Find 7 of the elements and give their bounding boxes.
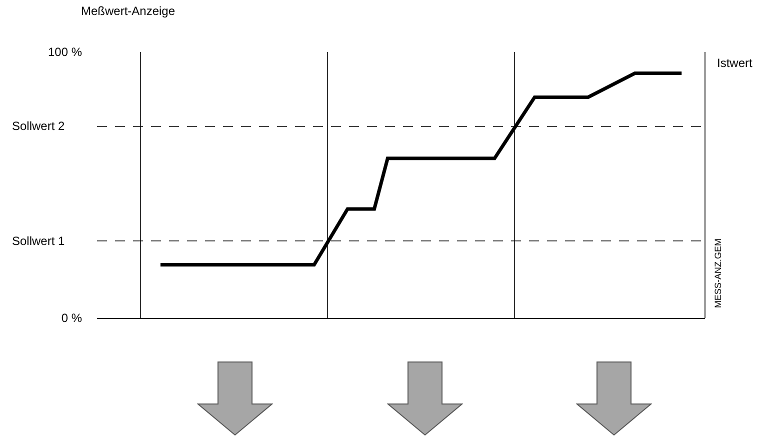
y-tick-label: 100 % xyxy=(48,45,82,60)
y-tick-label: 0 % xyxy=(61,311,82,326)
text: Istwert xyxy=(717,56,754,70)
ref-line-label: Sollwert 2 xyxy=(12,119,66,133)
text: MESS-ANZ.GEM xyxy=(713,238,723,308)
ref-line-label: Sollwert 1 xyxy=(12,234,66,248)
y-axis-title: Meßwert-Anzeige xyxy=(81,4,176,18)
